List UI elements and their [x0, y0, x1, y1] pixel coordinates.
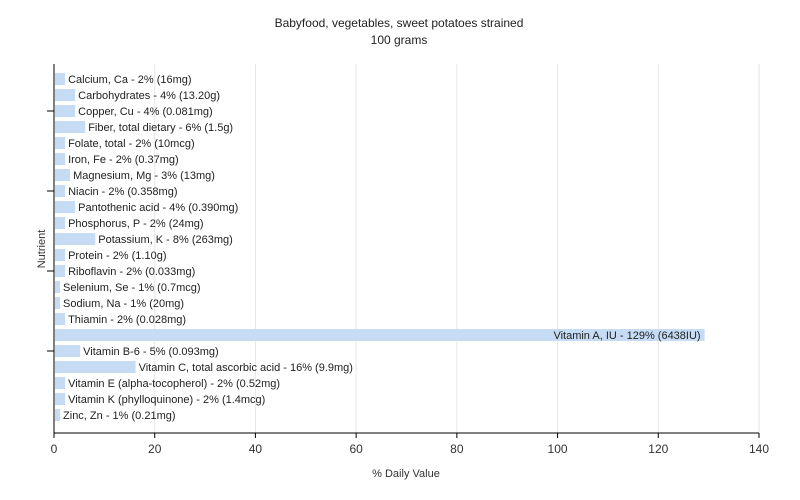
bar-1: [55, 73, 66, 85]
bar-4: [55, 121, 86, 133]
x-tick-label-80: 80: [450, 442, 464, 456]
bar-label-15: Sodium, Na - 1% (20mg): [63, 298, 184, 310]
bar-17: [55, 329, 705, 341]
chart-title: Babyfood, vegetables, sweet potatoes str…: [275, 16, 524, 30]
bar-label-16: Thiamin - 2% (0.028mg): [68, 314, 186, 326]
bar-7: [55, 169, 71, 181]
bar-21: [55, 393, 66, 405]
x-tick-label-100: 100: [548, 442, 568, 456]
bar-label-14: Selenium, Se - 1% (0.7mcg): [63, 282, 201, 294]
x-axis-label: % Daily Value: [372, 468, 440, 480]
bar-6: [55, 153, 66, 165]
bar-label-18: Vitamin B-6 - 5% (0.093mg): [83, 346, 219, 358]
bar-label-17: Vitamin A, IU - 129% (6438IU): [553, 330, 700, 342]
bar-15: [55, 297, 61, 309]
bar-3: [55, 105, 76, 117]
bar-14: [55, 281, 61, 293]
bar-9: [55, 201, 76, 213]
bar-label-5: Folate, total - 2% (10mcg): [68, 138, 195, 150]
bar-label-1: Calcium, Ca - 2% (16mg): [68, 74, 191, 86]
x-tick-label-120: 120: [648, 442, 668, 456]
bar-label-4: Fiber, total dietary - 6% (1.5g): [88, 122, 233, 134]
bar-5: [55, 137, 66, 149]
bar-8: [55, 185, 66, 197]
bar-label-13: Riboflavin - 2% (0.033mg): [68, 266, 195, 278]
bar-label-21: Vitamin K (phylloquinone) - 2% (1.4mcg): [68, 394, 265, 406]
bar-12: [55, 249, 66, 261]
bar-11: [55, 233, 96, 245]
bars: Calcium, Ca - 2% (16mg) Carbohydrates - 4…: [55, 73, 705, 422]
bar-label-11: Potassium, K - 8% (263mg): [98, 234, 233, 246]
x-tick-label-140: 140: [749, 442, 769, 456]
bar-2: [55, 89, 76, 101]
bar-22: [55, 409, 61, 421]
bar-16: [55, 313, 66, 325]
y-axis-label: Nutrient: [36, 230, 48, 269]
x-tick-label-40: 40: [249, 442, 263, 456]
bar-13: [55, 265, 66, 277]
grid-lines: [154, 64, 760, 433]
bar-label-10: Phosphorus, P - 2% (24mg): [68, 218, 204, 230]
bar-20: [55, 377, 66, 389]
axes: 0 20 40 60 80 100 120 140: [47, 64, 769, 456]
bar-10: [55, 217, 66, 229]
bar-18: [55, 345, 81, 357]
bar-label-9: Pantothenic acid - 4% (0.390mg): [78, 202, 238, 214]
bar-label-8: Niacin - 2% (0.358mg): [68, 186, 177, 198]
bar-label-6: Iron, Fe - 2% (0.37mg): [68, 154, 179, 166]
bar-label-20: Vitamin E (alpha-tocopherol) - 2% (0.52m…: [68, 378, 280, 390]
x-tick-label-60: 60: [349, 442, 363, 456]
bar-label-3: Copper, Cu - 4% (0.081mg): [78, 106, 213, 118]
x-tick-label-20: 20: [148, 442, 162, 456]
x-tick-label-0: 0: [51, 442, 58, 456]
bar-label-12: Protein - 2% (1.10g): [68, 250, 166, 262]
bar-19: [55, 361, 136, 373]
bar-label-2: Carbohydrates - 4% (13.20g): [78, 90, 220, 102]
chart-subtitle: 100 grams: [371, 33, 428, 47]
bar-label-19: Vitamin C, total ascorbic acid - 16% (9.…: [139, 362, 353, 374]
bar-label-7: Magnesium, Mg - 3% (13mg): [73, 170, 215, 182]
bar-label-22: Zinc, Zn - 1% (0.21mg): [63, 410, 175, 422]
